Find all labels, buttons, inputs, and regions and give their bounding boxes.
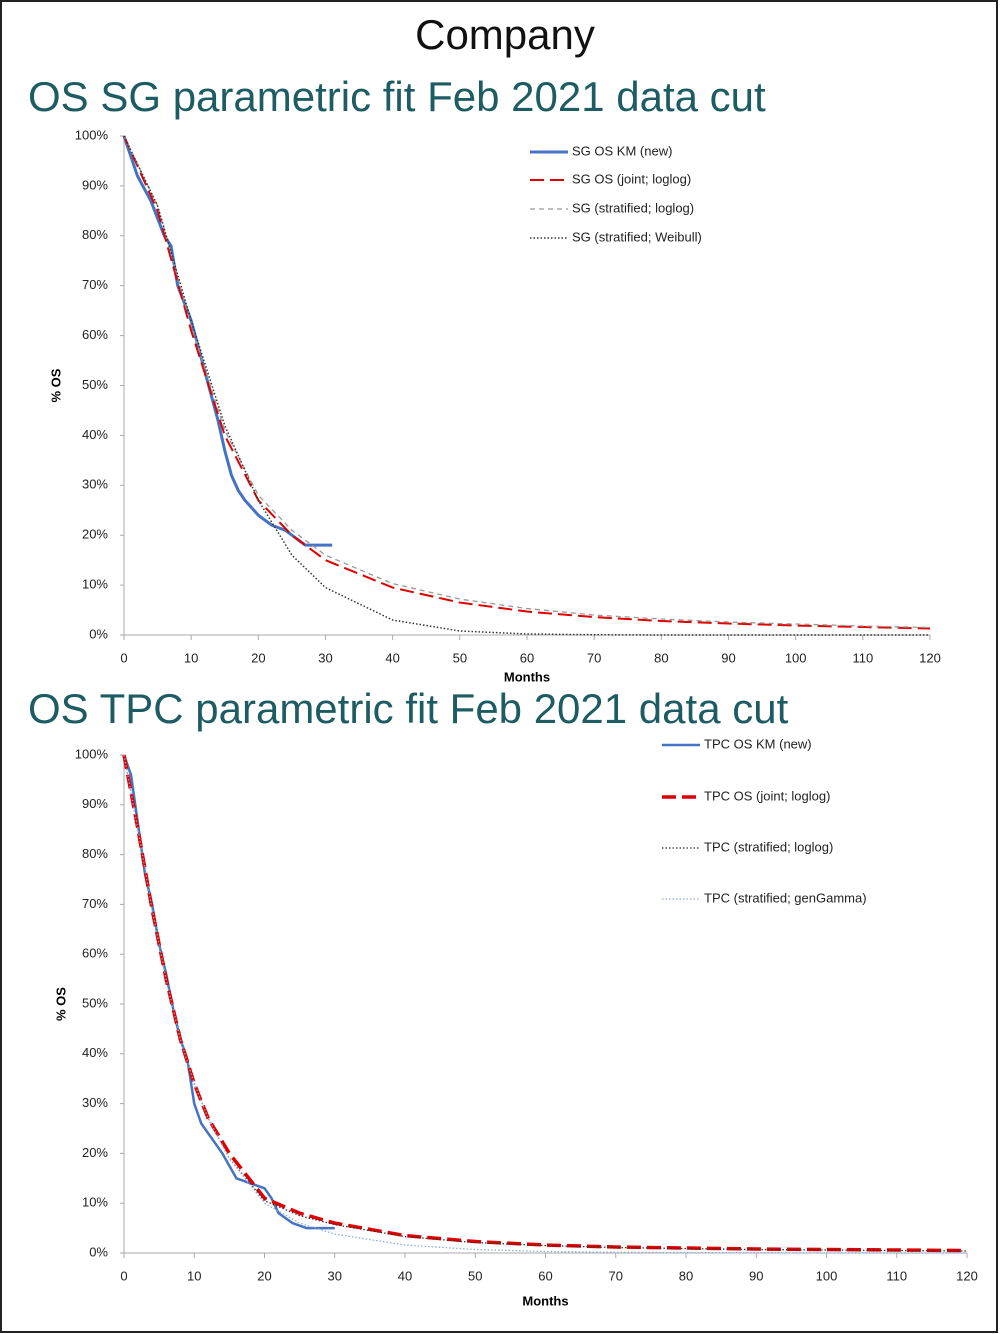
legend-label: TPC (stratified; genGamma) [704,890,867,905]
series-line [123,135,930,636]
y-tick-label: 40% [82,427,108,442]
y-axis-label: % OS [48,368,63,402]
y-tick-label: 50% [82,995,108,1010]
x-tick-label: 30 [318,650,332,665]
y-tick-label: 30% [82,477,108,492]
x-tick-label: 100 [785,650,807,665]
legend-label: TPC OS KM (new) [704,736,812,751]
y-tick-label: 10% [82,577,108,592]
x-tick-label: 90 [749,1268,763,1283]
x-tick-label: 40 [398,1268,412,1283]
y-tick-label: 60% [82,327,108,342]
y-tick-label: 20% [82,527,108,542]
legend-label: SG (stratified; Weibull) [572,229,702,244]
x-tick-label: 110 [852,650,873,665]
y-tick-label: 80% [82,846,108,861]
chart-title: OS SG parametric fit Feb 2021 data cut [28,73,766,120]
y-tick-label: 70% [82,277,108,292]
x-tick-label: 10 [187,1268,201,1283]
y-tick-label: 10% [82,1195,108,1210]
y-tick-label: 40% [82,1045,108,1060]
x-axis-label: Months [504,669,550,684]
x-tick-label: 10 [184,650,198,665]
legend-label: SG OS KM (new) [572,143,672,158]
y-tick-label: 0% [89,626,108,641]
y-axis-label: % OS [53,987,68,1021]
y-tick-label: 80% [82,227,108,242]
x-tick-label: 90 [721,650,735,665]
y-tick-label: 90% [82,177,108,192]
x-axis-label: Months [522,1293,568,1308]
x-tick-label: 50 [453,650,467,665]
y-tick-label: 20% [82,1145,108,1160]
x-tick-label: 100 [816,1268,838,1283]
x-tick-label: 70 [587,650,601,665]
x-tick-label: 40 [385,650,399,665]
legend-label: TPC OS (joint; loglog) [704,788,830,803]
x-tick-label: 20 [251,650,265,665]
y-tick-label: 60% [82,946,108,961]
x-tick-label: 20 [257,1268,271,1283]
x-tick-label: 60 [520,650,534,665]
y-tick-label: 90% [82,796,108,811]
x-tick-label: 120 [919,650,941,665]
x-tick-label: 30 [328,1268,342,1283]
series-line [123,135,931,629]
chart-title: OS TPC parametric fit Feb 2021 data cut [28,685,789,732]
x-tick-label: 80 [679,1268,693,1283]
series-line [123,754,968,1254]
y-tick-label: 100% [75,746,109,761]
y-tick-label: 0% [89,1244,108,1259]
series-line [122,754,968,1253]
series-line [123,135,931,630]
header-title: Company [415,11,595,58]
legend-label: TPC (stratified; loglog) [704,839,833,854]
y-tick-label: 100% [75,127,109,142]
x-tick-label: 120 [956,1268,978,1283]
x-tick-label: 70 [609,1268,623,1283]
y-tick-label: 70% [82,896,108,911]
x-tick-label: 0 [120,1268,127,1283]
x-tick-label: 80 [654,650,668,665]
x-tick-label: 50 [468,1268,482,1283]
y-tick-label: 30% [82,1095,108,1110]
x-tick-label: 60 [538,1268,552,1283]
y-tick-label: 50% [82,377,108,392]
legend-label: SG OS (joint; loglog) [572,171,691,186]
legend-label: SG (stratified; loglog) [572,200,694,215]
x-tick-label: 0 [120,650,127,665]
x-tick-label: 110 [886,1268,907,1283]
